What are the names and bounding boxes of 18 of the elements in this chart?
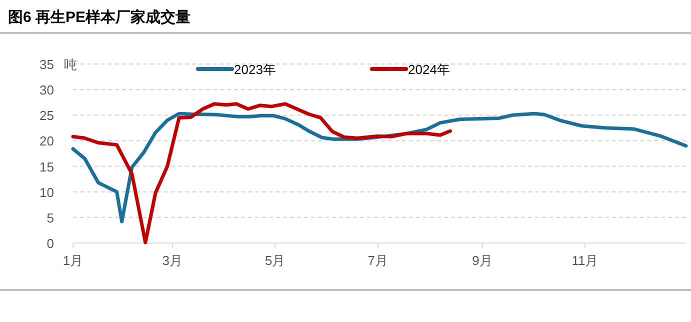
legend-label: 2024年 bbox=[408, 62, 450, 77]
y-axis-title: 吨 bbox=[64, 57, 77, 72]
x-tick-label: 5月 bbox=[264, 253, 286, 268]
y-tick-label: 0 bbox=[46, 236, 54, 251]
y-tick-label: 10 bbox=[40, 184, 54, 200]
y-tick-label: 30 bbox=[40, 82, 54, 98]
x-tick-label: 9月 bbox=[472, 253, 492, 268]
x-tick-label: 11月 bbox=[572, 253, 598, 268]
y-tick-label: 20 bbox=[40, 134, 54, 149]
x-tick-label: 3月 bbox=[162, 253, 182, 268]
legend-label: 2023年 bbox=[234, 62, 276, 77]
y-tick-label: 25 bbox=[40, 108, 54, 124]
y-tick-label: 35 bbox=[40, 57, 54, 72]
y-tick-label: 15 bbox=[40, 159, 54, 174]
chart-title: 图6 再生PE样本厂家成交量 bbox=[8, 8, 191, 26]
x-tick-label: 7月 bbox=[368, 253, 388, 268]
y-tick-label: 5 bbox=[46, 210, 54, 226]
x-tick-label: 1月 bbox=[62, 253, 84, 268]
